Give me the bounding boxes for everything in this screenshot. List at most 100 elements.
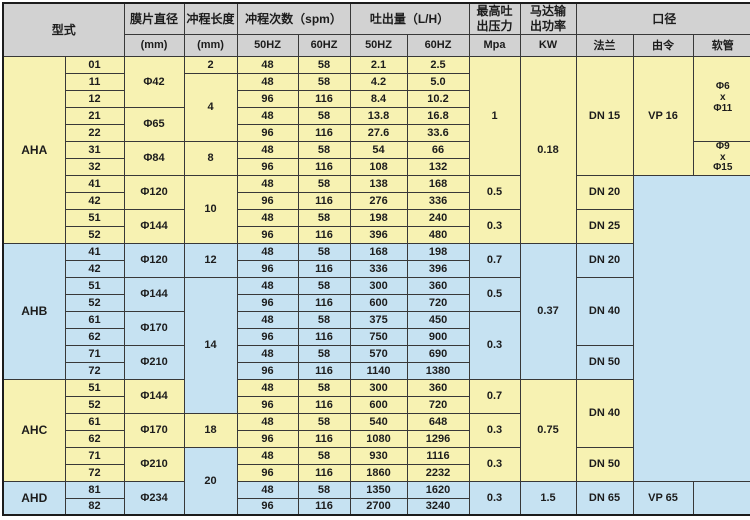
cell-spm-50hz: 48 bbox=[236, 378, 299, 397]
cell-model-number: 31 bbox=[64, 140, 125, 159]
cell-stroke: 2 bbox=[183, 55, 238, 74]
cell-power: 0.37 bbox=[519, 242, 577, 380]
cell-flow-50hz: 13.8 bbox=[349, 106, 408, 125]
cell-spm-60hz: 116 bbox=[297, 327, 351, 346]
cell-spm-60hz: 116 bbox=[297, 429, 351, 448]
cell-stroke: 18 bbox=[183, 412, 238, 448]
header-flow-60hz: 60HZ bbox=[406, 33, 470, 57]
cell-spm-60hz: 116 bbox=[297, 123, 351, 142]
cell-spm-50hz: 96 bbox=[236, 463, 299, 482]
cell-spm-60hz: 116 bbox=[297, 361, 351, 380]
cell-flow-50hz: 1140 bbox=[349, 361, 408, 380]
header-union: 由令 bbox=[632, 33, 694, 57]
cell-spm-60hz: 58 bbox=[297, 446, 351, 465]
cell-flow-50hz: 2.1 bbox=[349, 55, 408, 74]
cell-flow-50hz: 375 bbox=[349, 310, 408, 329]
cell-diaphragm: Φ170 bbox=[123, 310, 185, 346]
cell-model-number: 52 bbox=[64, 293, 125, 312]
cell-flow-50hz: 54 bbox=[349, 140, 408, 159]
cell-spm-60hz: 58 bbox=[297, 174, 351, 193]
cell-flange: DN 40 bbox=[575, 378, 634, 448]
cell-flow-50hz: 300 bbox=[349, 276, 408, 295]
cell-flange: DN 20 bbox=[575, 242, 634, 278]
header-spm: 冲程次数（spm） bbox=[236, 2, 351, 35]
cell-flow-60hz: 720 bbox=[406, 293, 470, 312]
header-spm-50hz: 50HZ bbox=[236, 33, 299, 57]
cell-spm-60hz: 116 bbox=[297, 259, 351, 278]
cell-flange: DN 20 bbox=[575, 174, 634, 210]
cell-flow-60hz: 198 bbox=[406, 242, 470, 261]
cell-spm-50hz: 48 bbox=[236, 174, 299, 193]
cell-spm-50hz: 96 bbox=[236, 123, 299, 142]
cell-pressure: 0.7 bbox=[468, 378, 521, 414]
cell-spm-60hz: 116 bbox=[297, 225, 351, 244]
cell-diaphragm: Φ210 bbox=[123, 344, 185, 380]
cell-model-number: 42 bbox=[64, 259, 125, 278]
cell-model-ahb: AHB bbox=[2, 242, 66, 380]
cell-spm-60hz: 58 bbox=[297, 242, 351, 261]
header-pressure: 最高吐 出压力 bbox=[468, 2, 521, 35]
cell-spm-60hz: 116 bbox=[297, 157, 351, 176]
cell-spm-50hz: 48 bbox=[236, 276, 299, 295]
cell-spm-50hz: 48 bbox=[236, 446, 299, 465]
cell-model-number: 82 bbox=[64, 497, 125, 516]
cell-model-ahc: AHC bbox=[2, 378, 66, 482]
cell-stroke: 10 bbox=[183, 174, 238, 244]
cell-spm-50hz: 96 bbox=[236, 191, 299, 210]
cell-spm-60hz: 58 bbox=[297, 344, 351, 363]
cell-flow-60hz: 1296 bbox=[406, 429, 470, 448]
cell-spm-50hz: 96 bbox=[236, 225, 299, 244]
cell-flow-50hz: 300 bbox=[349, 378, 408, 397]
cell-spm-60hz: 58 bbox=[297, 378, 351, 397]
cell-model-number: 21 bbox=[64, 106, 125, 125]
cell-model-number: 51 bbox=[64, 208, 125, 227]
cell-flow-60hz: 480 bbox=[406, 225, 470, 244]
cell-spm-50hz: 96 bbox=[236, 429, 299, 448]
cell-pressure: 0.3 bbox=[468, 446, 521, 482]
cell-stroke: 8 bbox=[183, 140, 238, 176]
cell-spm-60hz: 116 bbox=[297, 293, 351, 312]
cell-flange: DN 65 bbox=[575, 480, 634, 516]
cell-model-number: 81 bbox=[64, 480, 125, 499]
cell-flow-50hz: 276 bbox=[349, 191, 408, 210]
cell-diaphragm: Φ210 bbox=[123, 446, 185, 482]
cell-model-number: 62 bbox=[64, 327, 125, 346]
cell-spm-50hz: 96 bbox=[236, 259, 299, 278]
cell-spm-50hz: 48 bbox=[236, 72, 299, 91]
cell-flow-50hz: 1080 bbox=[349, 429, 408, 448]
cell-power: 0.75 bbox=[519, 378, 577, 482]
cell-diaphragm: Φ42 bbox=[123, 55, 185, 108]
cell-spm-60hz: 58 bbox=[297, 480, 351, 499]
cell-spm-50hz: 48 bbox=[236, 55, 299, 74]
cell-spm-60hz: 58 bbox=[297, 276, 351, 295]
cell-model-number: 11 bbox=[64, 72, 125, 91]
cell-flow-50hz: 138 bbox=[349, 174, 408, 193]
cell-flow-50hz: 168 bbox=[349, 242, 408, 261]
cell-model-number: 42 bbox=[64, 191, 125, 210]
cell-flow-60hz: 66 bbox=[406, 140, 470, 159]
cell-model-number: 62 bbox=[64, 429, 125, 448]
cell-flow-50hz: 336 bbox=[349, 259, 408, 278]
cell-spm-50hz: 48 bbox=[236, 208, 299, 227]
cell-hose-empty bbox=[692, 480, 750, 516]
cell-spm-60hz: 58 bbox=[297, 55, 351, 74]
cell-stroke: 4 bbox=[183, 72, 238, 142]
cell-hose: Φ6 x Φ11 bbox=[692, 55, 750, 142]
cell-diaphragm: Φ144 bbox=[123, 276, 185, 312]
cell-diaphragm: Φ234 bbox=[123, 480, 185, 516]
cell-diaphragm: Φ144 bbox=[123, 378, 185, 414]
cell-model-number: 71 bbox=[64, 344, 125, 363]
cell-diaphragm: Φ170 bbox=[123, 412, 185, 448]
cell-flow-50hz: 2700 bbox=[349, 497, 408, 516]
cell-spm-50hz: 96 bbox=[236, 157, 299, 176]
cell-model-number: 61 bbox=[64, 412, 125, 431]
cell-diaphragm: Φ120 bbox=[123, 242, 185, 278]
cell-flow-50hz: 396 bbox=[349, 225, 408, 244]
header-stroke-unit: (mm) bbox=[183, 33, 238, 57]
cell-spm-60hz: 116 bbox=[297, 89, 351, 108]
cell-flow-60hz: 16.8 bbox=[406, 106, 470, 125]
cell-spm-60hz: 58 bbox=[297, 140, 351, 159]
cell-flow-60hz: 1380 bbox=[406, 361, 470, 380]
cell-spm-50hz: 48 bbox=[236, 480, 299, 499]
cell-flow-60hz: 132 bbox=[406, 157, 470, 176]
